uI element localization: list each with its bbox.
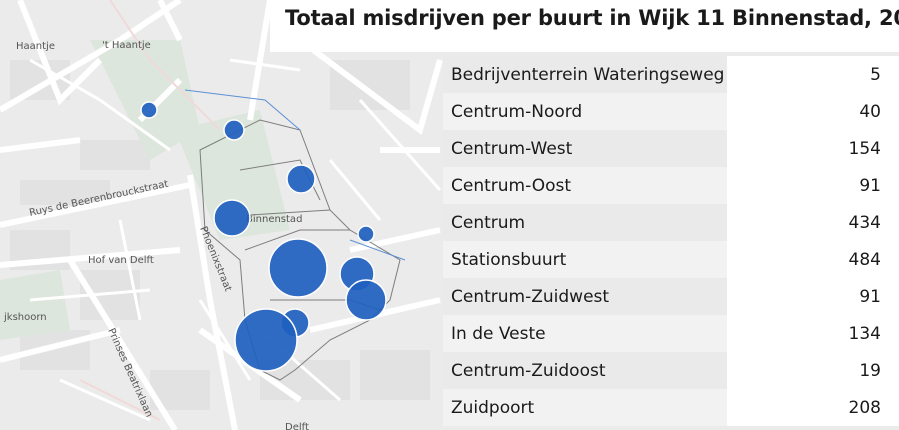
row-name: Zuidpoort [443,389,727,426]
table-row[interactable]: Zuidpoort 208 [443,389,899,426]
row-value: 91 [727,167,899,204]
row-value: 134 [727,315,899,352]
row-name: Bedrijventerrein Wateringseweg [443,56,727,93]
row-name: Centrum-Zuidoost [443,352,727,389]
bubble-zuidpoort[interactable] [345,279,387,321]
map-green [0,40,290,340]
crime-table: Bedrijventerrein Wateringseweg 5 Centrum-… [443,56,899,426]
row-name: Centrum-West [443,130,727,167]
row-name: Centrum-Noord [443,93,727,130]
row-value: 154 [727,130,899,167]
table-row[interactable]: Centrum-Oost 91 [443,167,899,204]
bubble-centrum-west[interactable] [213,199,251,237]
row-value: 208 [727,389,899,426]
municipal-boundary [184,89,406,261]
bubble-stationsbuurt[interactable] [234,308,298,372]
row-name: Centrum-Oost [443,167,727,204]
chart-title: Totaal misdrijven per buurt in Wijk 11 B… [285,6,899,30]
map-label-t-haantje: 't Haantje [102,40,151,51]
row-value: 40 [727,93,899,130]
table-row[interactable]: Centrum-Zuidwest 91 [443,278,899,315]
row-name: Stationsbuurt [443,241,727,278]
table-row[interactable]: Centrum-Zuidoost 19 [443,352,899,389]
bubble-centrum-noord[interactable] [223,119,245,141]
map-label-hof-van-delft: Hof van Delft [88,255,154,266]
row-value: 434 [727,204,899,241]
row-value: 5 [727,56,899,93]
bubble-centrum-oost[interactable] [286,164,316,194]
table-row[interactable]: Centrum-Noord 40 [443,93,899,130]
table-row[interactable]: In de Veste 134 [443,315,899,352]
row-value: 19 [727,352,899,389]
bubble-centrum-zuidoost[interactable] [357,225,375,243]
table-row[interactable]: Bedrijventerrein Wateringseweg 5 [443,56,899,93]
map-label-jkshoorn: jkshoorn [3,312,47,323]
table-row[interactable]: Stationsbuurt 484 [443,241,899,278]
row-name: In de Veste [443,315,727,352]
map-label-binnenstad: Binnenstad [246,214,302,225]
row-value: 91 [727,278,899,315]
bubble-centrum[interactable] [268,238,328,298]
map-main-roads [79,0,221,421]
row-value: 484 [727,241,899,278]
row-name: Centrum-Zuidwest [443,278,727,315]
map-label-delft: Delft [285,422,309,430]
map-label-haantje: Haantje [16,41,55,52]
table-row[interactable]: Centrum-West 154 [443,130,899,167]
title-background [270,0,899,52]
row-name: Centrum [443,204,727,241]
map-roads [0,0,443,430]
bubble-bedrijventerrein-wateringseweg[interactable] [140,101,158,119]
table-row[interactable]: Centrum 434 [443,204,899,241]
crime-bubbles [140,101,387,372]
